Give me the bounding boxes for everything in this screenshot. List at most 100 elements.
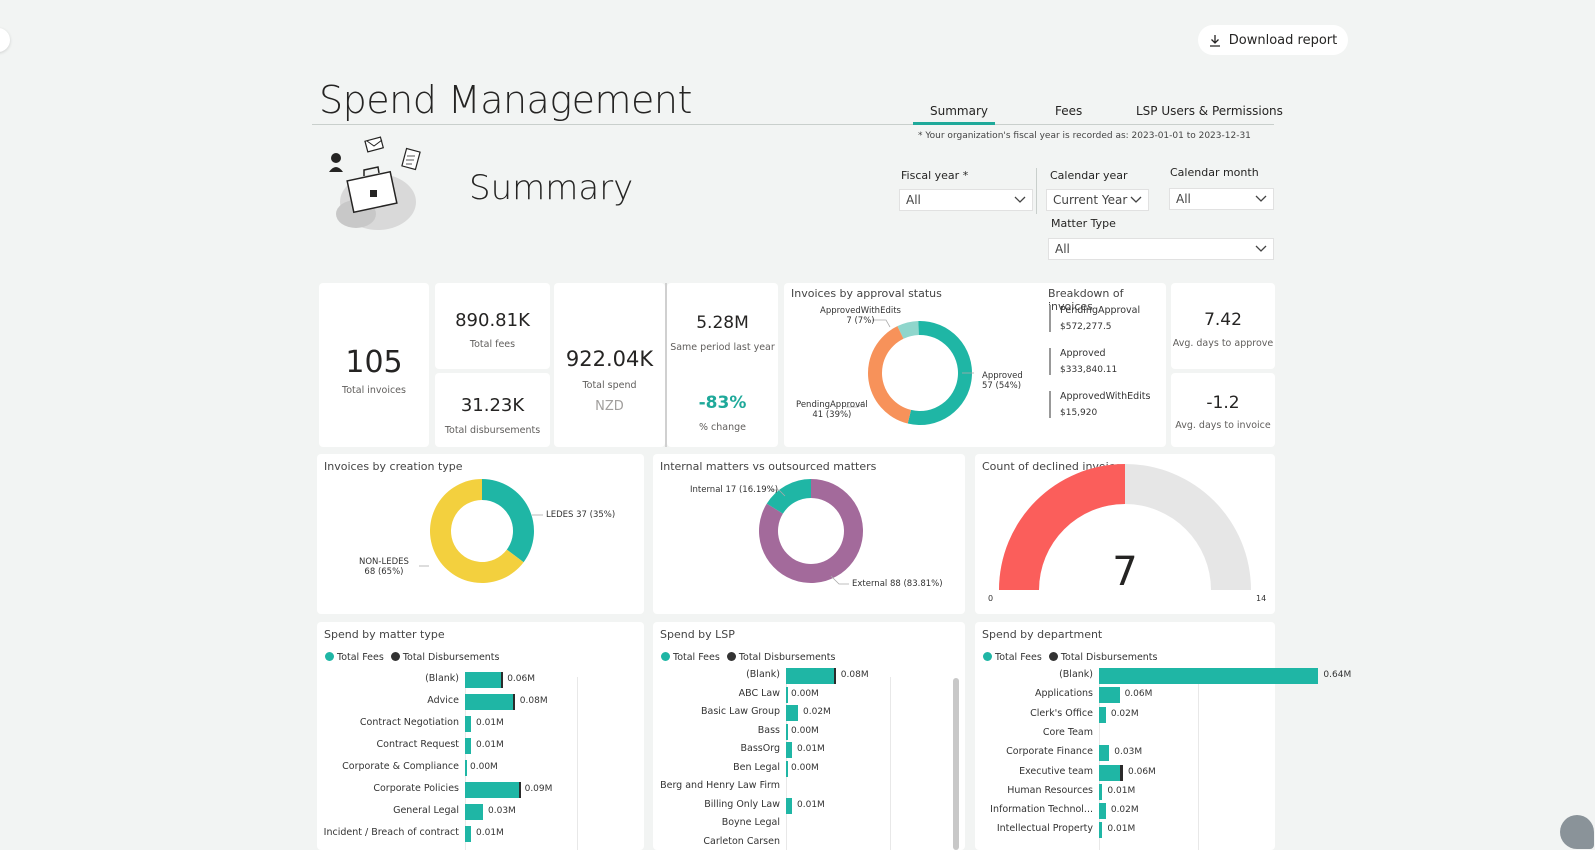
bar-total-fees[interactable] bbox=[1099, 783, 1103, 800]
spend-matter-type-bars: (Blank) 0.06M Advice 0.08M Contract Negotiat… bbox=[317, 622, 644, 850]
bar-value-label: 0.02M bbox=[803, 707, 831, 717]
bar-value-label: 0.64M bbox=[1323, 670, 1352, 680]
creation-type-card: Invoices by creation type LEDES 37 (35%)… bbox=[317, 454, 644, 614]
bar-total-fees[interactable] bbox=[465, 716, 471, 732]
gauge-max: 14 bbox=[1256, 594, 1267, 603]
bar-category-label: (Blank) bbox=[746, 669, 780, 680]
bar-total-disbursements[interactable] bbox=[519, 782, 521, 798]
bar-category-label: Executive team bbox=[1019, 765, 1093, 777]
legend-disb-label: Total Disbursements bbox=[1060, 652, 1158, 663]
bar-total-disbursements[interactable] bbox=[501, 672, 503, 688]
calendar-month-dropdown[interactable]: All bbox=[1169, 188, 1274, 210]
creation-donut-chart bbox=[419, 479, 543, 583]
bar-total-fees[interactable] bbox=[786, 668, 834, 684]
bar-total-fees[interactable] bbox=[465, 694, 513, 710]
bar-category-label: Applications bbox=[1034, 688, 1093, 700]
currency-label: NZD bbox=[595, 399, 624, 414]
side-panel-handle[interactable] bbox=[0, 28, 10, 52]
fiscal-year-label: Fiscal year * bbox=[901, 169, 969, 182]
bar-total-fees[interactable] bbox=[786, 705, 798, 721]
bar-total-fees[interactable] bbox=[1099, 668, 1319, 684]
bar-value-label: 0.09M bbox=[524, 784, 553, 794]
active-tab-indicator bbox=[913, 122, 995, 125]
fiscal-year-dropdown[interactable]: All bbox=[899, 189, 1033, 211]
matter-type-dropdown[interactable]: All bbox=[1048, 238, 1274, 260]
spend-lsp-card: Spend by LSP Total Fees Total Disburseme… bbox=[653, 622, 965, 850]
bar-total-disbursements[interactable] bbox=[1119, 764, 1123, 781]
bar-total-fees[interactable] bbox=[786, 797, 792, 814]
bar-category-label: (Blank) bbox=[425, 673, 459, 684]
bar-value-label: 0.08M bbox=[840, 670, 869, 680]
avg-days-approve-card: 7.42 Avg. days to approve bbox=[1171, 283, 1275, 369]
fiscal-year-value: All bbox=[906, 193, 921, 207]
slice-approved-with-edits[interactable] bbox=[897, 321, 919, 339]
declined-gauge bbox=[999, 463, 1251, 590]
bar-total-fees[interactable] bbox=[786, 723, 788, 740]
leader-line bbox=[830, 575, 849, 585]
bar-total-disbursements[interactable] bbox=[834, 668, 836, 684]
download-icon bbox=[1209, 34, 1220, 47]
bar-total-fees[interactable] bbox=[465, 672, 501, 688]
slice-pending-approval[interactable] bbox=[868, 326, 912, 424]
pending-approval-name: PendingApproval bbox=[796, 400, 868, 410]
pending-approval-count: 41 (39%) bbox=[812, 410, 852, 420]
bar-total-fees[interactable] bbox=[786, 686, 788, 703]
bar-category-label: BassOrg bbox=[740, 743, 780, 754]
tab-fees[interactable]: Fees bbox=[1055, 104, 1083, 118]
gridline bbox=[1198, 677, 1199, 850]
breakdown-pending-name: PendingApproval bbox=[1060, 305, 1141, 316]
filter-divider bbox=[1036, 168, 1037, 214]
bar-category-label: Incident / Breach of contract bbox=[323, 827, 459, 838]
chevron-down-icon bbox=[1255, 195, 1267, 202]
legend-fees-label: Total Fees bbox=[337, 652, 384, 663]
gridline bbox=[1099, 677, 1100, 850]
spend-department-card: Spend by department Total Fees Total Dis… bbox=[975, 622, 1351, 850]
download-report-button[interactable]: Download report bbox=[1198, 25, 1348, 55]
bar-total-fees[interactable] bbox=[1099, 706, 1106, 723]
slice-ledes[interactable] bbox=[482, 479, 534, 563]
bar-total-fees[interactable] bbox=[465, 826, 471, 842]
legend-fees: Total Fees bbox=[661, 652, 720, 663]
calendar-year-dropdown[interactable]: Current Year bbox=[1046, 189, 1149, 211]
approval-status-title: Invoices by approval status bbox=[791, 287, 942, 300]
bar-category-label: Berg and Henry Law Firm bbox=[660, 780, 780, 791]
spend-lsp-legend: Total Fees Total Disbursements bbox=[661, 652, 839, 663]
bar-total-fees[interactable] bbox=[1099, 687, 1120, 704]
bar-total-fees[interactable] bbox=[786, 742, 792, 758]
breakdown-approved-name: Approved bbox=[1060, 348, 1106, 359]
non-ledes-label: NON-LEDES 68 (65%) bbox=[359, 557, 409, 577]
slice-non-ledes[interactable] bbox=[430, 479, 524, 583]
bar-total-fees[interactable] bbox=[786, 760, 788, 777]
bar-value-label: 0.06M bbox=[507, 674, 535, 684]
bar-total-fees[interactable] bbox=[1099, 803, 1106, 820]
spend-matter-type-title: Spend by matter type bbox=[324, 628, 445, 641]
bar-total-disbursements[interactable] bbox=[513, 694, 515, 710]
chat-icon[interactable] bbox=[1560, 815, 1594, 849]
bar-total-fees[interactable] bbox=[465, 782, 519, 798]
breakdown-edits-value: $15,920 bbox=[1060, 408, 1098, 418]
spend-department-legend: Total Fees Total Disbursements bbox=[983, 652, 1161, 663]
total-disbursements-value: 31.23K bbox=[460, 395, 525, 416]
matter-type-label: Matter Type bbox=[1051, 217, 1116, 230]
tab-lsp-users[interactable]: LSP Users & Permissions bbox=[1136, 104, 1283, 118]
slice-internal[interactable] bbox=[766, 479, 811, 514]
matter-type-value: All bbox=[1055, 242, 1070, 256]
bar-total-fees[interactable] bbox=[1099, 764, 1120, 781]
bar-total-fees[interactable] bbox=[1099, 745, 1110, 762]
chevron-down-icon bbox=[1014, 196, 1026, 203]
bar-category-label: (Blank) bbox=[1059, 669, 1093, 680]
bar-value-label: 0.00M bbox=[791, 762, 819, 773]
tab-summary[interactable]: Summary bbox=[930, 104, 988, 118]
slice-approved[interactable] bbox=[907, 321, 972, 425]
approved-with-edits-name: ApprovedWithEdits bbox=[820, 306, 901, 316]
bar-total-fees[interactable] bbox=[465, 738, 471, 754]
spend-matter-type-legend: Total Fees Total Disbursements bbox=[325, 652, 503, 663]
spend-department-title: Spend by department bbox=[982, 628, 1103, 641]
legend-disb: Total Disbursements bbox=[390, 652, 499, 663]
bar-total-fees[interactable] bbox=[1099, 822, 1103, 839]
bar-total-fees[interactable] bbox=[465, 760, 467, 776]
bar-total-fees[interactable] bbox=[465, 804, 483, 820]
slice-external[interactable] bbox=[759, 479, 863, 583]
legend-disb-label: Total Disbursements bbox=[738, 652, 836, 663]
spend-lsp-scrollbar[interactable] bbox=[953, 678, 959, 850]
